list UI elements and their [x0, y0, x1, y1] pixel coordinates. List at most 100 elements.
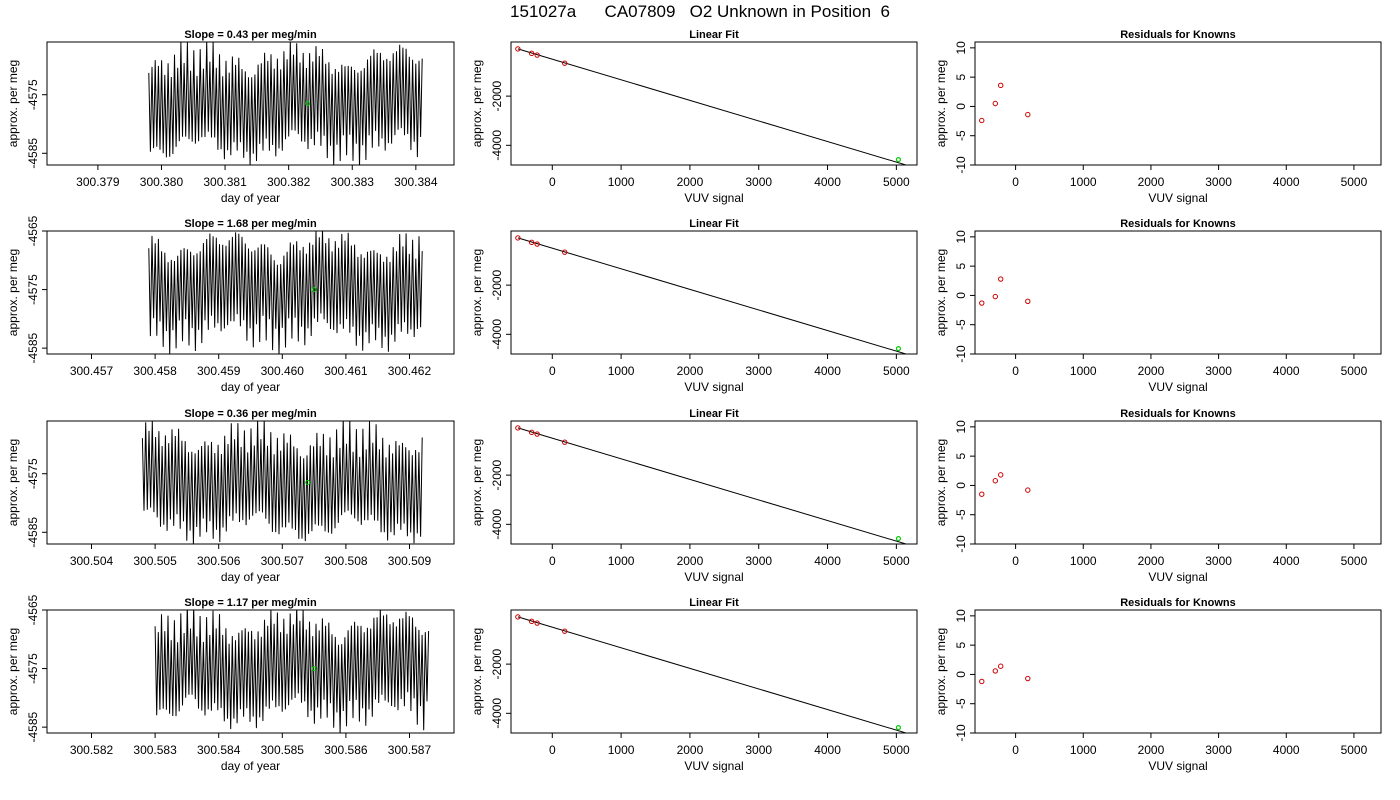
x-tick-label: 4000 — [1273, 175, 1300, 189]
x-axis-label: VUV signal — [684, 759, 743, 773]
linear-fit-panel-row-4: Linear Fit 0 1000 2000 3000 4000 5000 -2000 -400… — [470, 597, 918, 773]
panel-title: Slope = 0.36 per meg/min — [184, 408, 317, 420]
x-tick-label: 1000 — [1070, 743, 1097, 757]
known-point — [561, 628, 568, 634]
x-tick-label: 5000 — [1341, 554, 1368, 568]
unknown-point — [895, 345, 902, 352]
x-axis-label: VUV signal — [1148, 570, 1207, 584]
y-axis-label: approx. per meg — [470, 439, 484, 526]
x-axis-label: VUV signal — [1148, 380, 1207, 394]
residual-point — [992, 478, 998, 484]
x-tick-label: 2000 — [677, 743, 704, 757]
signal-trace — [148, 231, 423, 354]
y-tick-label: 0 — [954, 671, 968, 678]
x-tick-label: 5000 — [1341, 175, 1368, 189]
panel-title: Slope = 1.68 per meg/min — [184, 218, 317, 230]
x-tick-label: 300.582 — [70, 743, 114, 757]
x-tick-label: 3000 — [745, 743, 772, 757]
y-tick-label: -10 — [954, 345, 968, 363]
known-point — [534, 431, 540, 437]
y-axis-label: approx. per meg — [934, 249, 948, 336]
y-tick-label: 10 — [954, 41, 968, 55]
residual-point — [1025, 298, 1031, 304]
x-tick-label: 3000 — [745, 175, 772, 189]
x-tick-label: 3000 — [745, 554, 772, 568]
plot-frame — [974, 609, 1382, 734]
y-tick-label: -4000 — [490, 319, 504, 350]
residual-point — [998, 82, 1004, 89]
known-point — [534, 52, 540, 58]
plot-frame — [510, 609, 918, 734]
residuals-panel-row-2: Residuals for Knowns 0 1000 2000 3000 4000 500… — [934, 218, 1382, 394]
plot-area — [979, 663, 1031, 685]
unknown-point — [895, 535, 902, 542]
x-axis-label: day of year — [221, 570, 280, 584]
x-tick-label: 300.587 — [388, 743, 432, 757]
residual-point — [998, 276, 1004, 282]
x-tick-label: 3000 — [745, 364, 772, 378]
y-axis-label: approx. per meg — [470, 628, 484, 715]
known-point — [534, 241, 540, 247]
x-tick-label: 300.379 — [76, 175, 120, 189]
x-tick-label: 300.507 — [261, 554, 305, 568]
y-axis-label: approx. per meg — [6, 60, 20, 147]
x-tick-label: 300.506 — [197, 554, 241, 568]
residual-point — [1025, 111, 1031, 118]
x-tick-label: 300.509 — [388, 554, 432, 568]
x-tick-label: 5000 — [883, 364, 910, 378]
x-tick-label: 300.586 — [324, 743, 368, 757]
y-tick-label: 5 — [954, 452, 968, 459]
residuals-panel-row-3: Residuals for Knowns 0 1000 2000 3000 4000 500… — [934, 408, 1382, 584]
x-tick-label: 300.382 — [267, 175, 311, 189]
plot-frame — [974, 420, 1382, 545]
unknown-point — [895, 156, 902, 163]
x-tick-label: 1000 — [1070, 364, 1097, 378]
panel-title: Linear Fit — [689, 218, 739, 230]
x-tick-label: 1000 — [1070, 554, 1097, 568]
x-tick-label: 0 — [1012, 175, 1019, 189]
residual-point — [979, 678, 985, 685]
x-tick-label: 300.504 — [70, 554, 114, 568]
plot-frame — [974, 41, 1382, 166]
fit-line — [517, 48, 908, 165]
y-tick-label: -2000 — [490, 459, 504, 490]
y-tick-label: -4565 — [26, 594, 40, 625]
y-axis-label: approx. per meg — [470, 60, 484, 147]
y-tick-label: -5 — [954, 319, 968, 330]
x-tick-label: 0 — [1012, 554, 1019, 568]
y-tick-label: -2000 — [490, 648, 504, 679]
x-tick-label: 300.458 — [133, 364, 177, 378]
x-tick-label: 2000 — [1138, 175, 1165, 189]
plot-frame — [510, 420, 918, 545]
y-tick-label: -10 — [954, 724, 968, 742]
time-series-panel-row-2: Slope = 1.68 per meg/min 300.457 300.458 30… — [6, 215, 455, 394]
y-tick-label: 0 — [954, 292, 968, 299]
plot-frame — [510, 230, 918, 355]
fit-line — [517, 616, 908, 733]
x-tick-label: 1000 — [608, 364, 635, 378]
linear-fit-panel-row-3: Linear Fit 0 1000 2000 3000 4000 5000 -2000 -400… — [470, 408, 918, 584]
plot-area — [515, 425, 908, 544]
known-point — [528, 239, 535, 246]
y-axis-label: approx. per meg — [6, 439, 20, 526]
x-axis-label: VUV signal — [1148, 191, 1207, 205]
y-tick-label: -4565 — [26, 215, 40, 246]
x-axis-label: VUV signal — [684, 570, 743, 584]
x-tick-label: 1000 — [608, 554, 635, 568]
plot-area — [148, 231, 423, 354]
x-tick-label: 1000 — [608, 175, 635, 189]
x-tick-label: 2000 — [1138, 743, 1165, 757]
x-tick-label: 3000 — [1205, 175, 1232, 189]
residual-point — [998, 472, 1004, 478]
panel-title: Linear Fit — [689, 597, 739, 609]
y-tick-label: 0 — [954, 103, 968, 110]
plot-area — [515, 614, 908, 733]
y-axis-label: approx. per meg — [934, 628, 948, 715]
x-tick-label: 5000 — [1341, 743, 1368, 757]
x-tick-label: 3000 — [1205, 743, 1232, 757]
panel-title: Residuals for Knowns — [1120, 408, 1236, 420]
x-tick-label: 1000 — [608, 743, 635, 757]
x-tick-label: 300.505 — [133, 554, 177, 568]
x-axis-label: day of year — [221, 380, 280, 394]
